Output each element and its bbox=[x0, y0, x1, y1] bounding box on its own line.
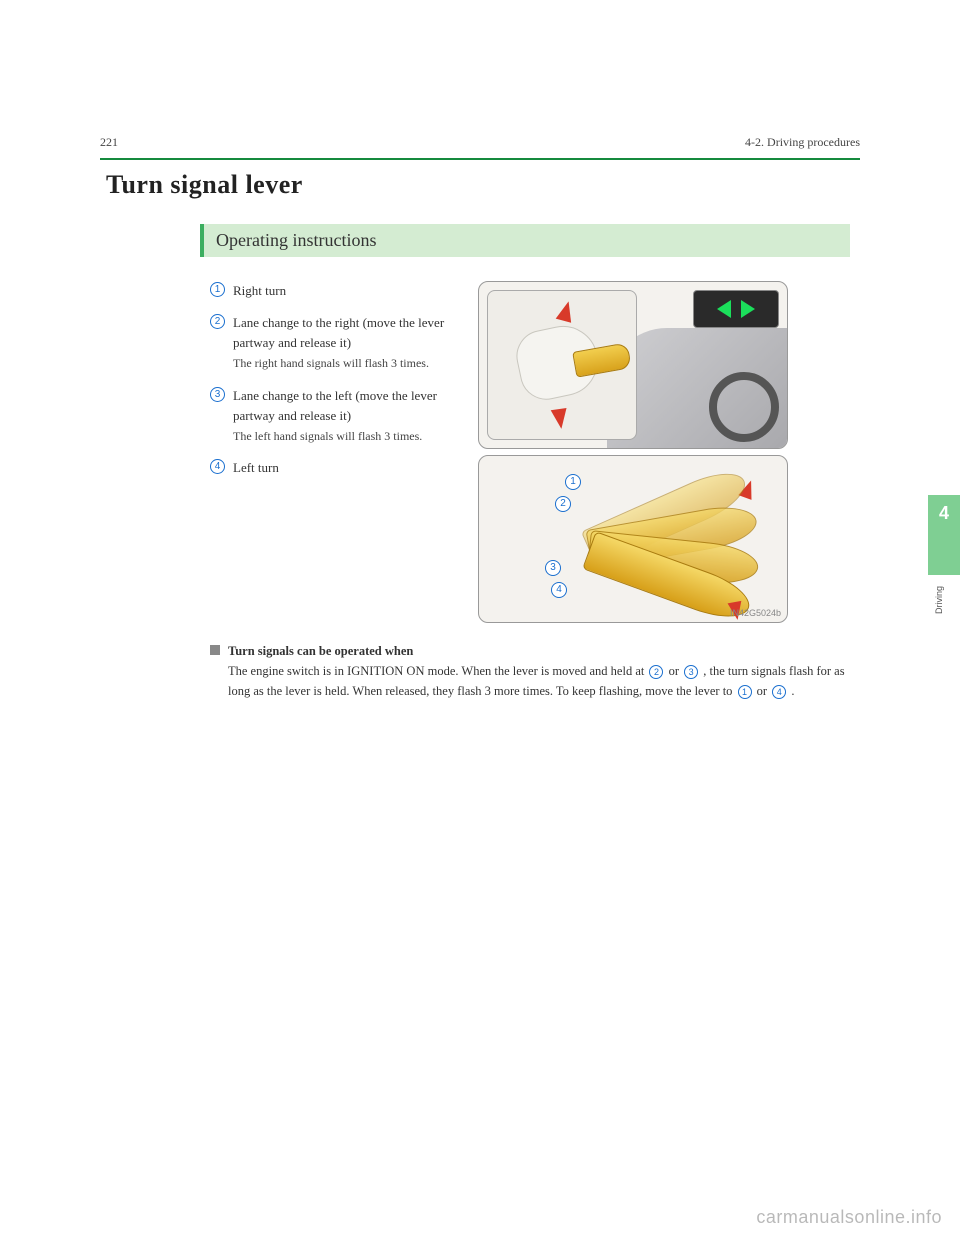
breadcrumb: 4-2. Driving procedures bbox=[745, 135, 860, 150]
instruction-item: 1 Right turn bbox=[210, 281, 460, 301]
chapter-tab: 4 bbox=[928, 495, 960, 575]
callout-3: 3 bbox=[545, 560, 561, 576]
page-number: 221 bbox=[100, 135, 118, 150]
note-body: The engine switch is in IGNITION ON mode… bbox=[228, 664, 459, 678]
ref-bullet-3: 3 bbox=[684, 665, 698, 679]
step-bullet-4: 4 bbox=[210, 459, 225, 474]
step-sub: The left hand signals will flash 3 times… bbox=[233, 429, 422, 443]
step-text: Lane change to the left (move the lever … bbox=[233, 386, 460, 446]
notes-section: Turn signals can be operated when The en… bbox=[210, 641, 850, 701]
step-sub: The right hand signals will flash 3 time… bbox=[233, 356, 429, 370]
step-bullet-2: 2 bbox=[210, 314, 225, 329]
step-text: Left turn bbox=[233, 458, 460, 478]
step-text: Right turn bbox=[233, 281, 460, 301]
callout-4: 4 bbox=[551, 582, 567, 598]
right-indicator-icon bbox=[741, 300, 755, 318]
lever-fan bbox=[589, 474, 769, 614]
steering-wheel-icon bbox=[709, 372, 779, 442]
page-title: Turn signal lever bbox=[106, 170, 860, 200]
left-indicator-icon bbox=[717, 300, 731, 318]
note-body-cont5: . bbox=[791, 684, 794, 698]
motion-arrow-up-icon bbox=[556, 299, 577, 322]
chapter-side-label: Driving bbox=[934, 586, 956, 614]
callout-2: 2 bbox=[555, 496, 571, 512]
ref-bullet-2: 2 bbox=[649, 665, 663, 679]
figure-code: IN42G5024b bbox=[730, 608, 781, 618]
motion-arrow-down-icon bbox=[551, 408, 570, 430]
ref-bullet-4: 4 bbox=[772, 685, 786, 699]
step-main: Lane change to the right (move the lever… bbox=[233, 315, 444, 350]
square-bullet-icon bbox=[210, 645, 220, 655]
ref-bullet-1: 1 bbox=[738, 685, 752, 699]
note-body-cont: When the lever is moved and held at bbox=[461, 664, 647, 678]
figure-context bbox=[478, 281, 788, 449]
callout-1: 1 bbox=[565, 474, 581, 490]
step-bullet-3: 3 bbox=[210, 387, 225, 402]
top-rule bbox=[100, 158, 860, 160]
step-bullet-1: 1 bbox=[210, 282, 225, 297]
hand-inset bbox=[487, 290, 637, 440]
note-body-cont4: or bbox=[757, 684, 771, 698]
step-main: Lane change to the left (move the lever … bbox=[233, 388, 437, 423]
step-text: Lane change to the right (move the lever… bbox=[233, 313, 460, 373]
figure-lever-positions: 1 2 3 4 IN42G5024b bbox=[478, 455, 788, 623]
instruction-list: 1 Right turn 2 Lane change to the right … bbox=[210, 281, 460, 623]
watermark: carmanualsonline.info bbox=[756, 1207, 942, 1228]
instruction-item: 3 Lane change to the left (move the leve… bbox=[210, 386, 460, 446]
instruction-item: 2 Lane change to the right (move the lev… bbox=[210, 313, 460, 373]
instruction-item: 4 Left turn bbox=[210, 458, 460, 478]
note-title: Turn signals can be operated when bbox=[228, 644, 413, 658]
figure-column: 1 2 3 4 IN42G5024b bbox=[478, 281, 788, 623]
section-heading: Operating instructions bbox=[200, 224, 850, 257]
indicator-inset bbox=[693, 290, 779, 328]
note-body-cont2: or bbox=[669, 664, 683, 678]
